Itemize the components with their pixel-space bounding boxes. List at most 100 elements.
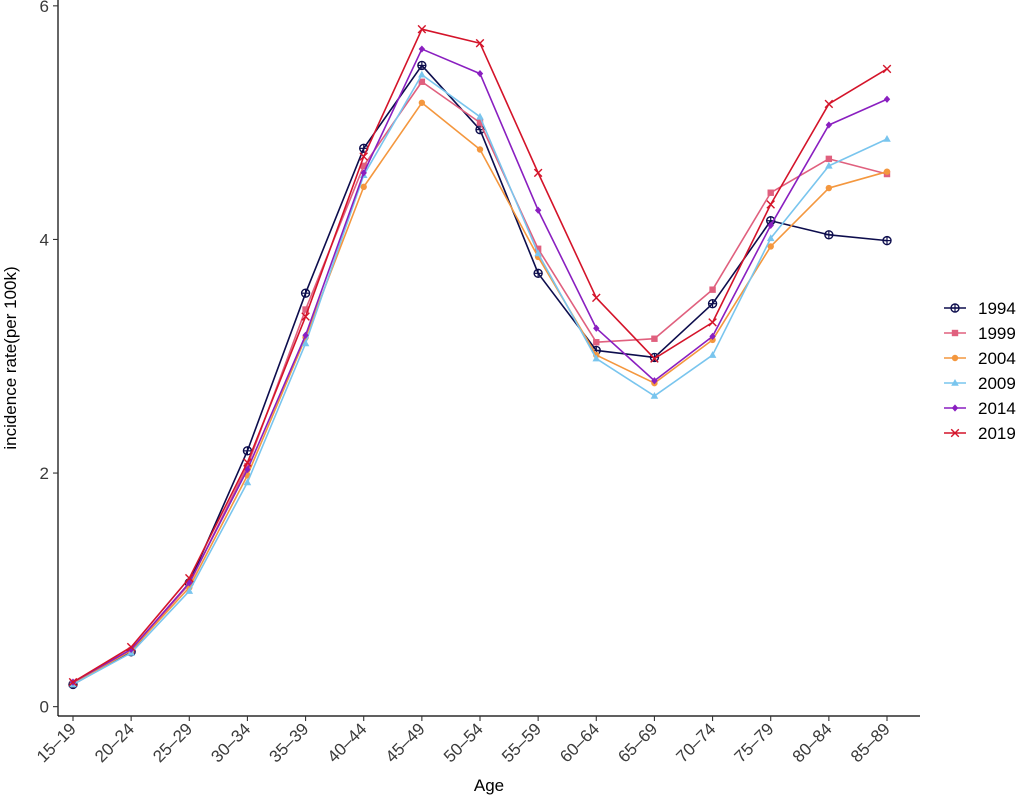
y-tick-label: 4 [40, 230, 49, 249]
data-point [417, 24, 427, 34]
data-point [476, 112, 484, 120]
x-tick-label: 60–64 [556, 719, 603, 766]
x-tick-label: 35–39 [266, 719, 313, 766]
series-2019 [68, 24, 892, 687]
data-point [883, 95, 891, 103]
data-point [593, 324, 600, 332]
data-point [418, 78, 426, 85]
legend-marker [950, 428, 960, 438]
series-line-2004 [72, 101, 888, 684]
data-point [883, 134, 891, 142]
data-point [185, 587, 194, 594]
x-axis-title: Age [474, 776, 504, 795]
data-point [476, 119, 484, 126]
data-point [127, 645, 135, 654]
y-axis-title: incidence rate(per 100k) [1, 266, 20, 449]
data-point [882, 235, 892, 246]
data-point [883, 168, 891, 175]
data-point [186, 579, 193, 587]
x-tick-label: 40–44 [324, 719, 371, 766]
data-point [709, 332, 716, 340]
data-point [533, 168, 543, 178]
data-point [651, 377, 658, 385]
data-point [707, 298, 718, 309]
data-point [650, 354, 659, 363]
data-point [651, 335, 658, 342]
data-point [767, 189, 774, 196]
data-point [418, 99, 426, 106]
data-point [533, 268, 543, 279]
data-point [534, 249, 542, 257]
x-tick-label: 70–74 [673, 719, 720, 766]
legend-label: 2019 [978, 424, 1016, 443]
data-point [824, 99, 834, 109]
data-point [301, 339, 310, 347]
legend-label: 2004 [978, 349, 1016, 368]
legend-label: 1994 [978, 299, 1016, 318]
series-line-1994 [72, 64, 888, 686]
data-point [476, 146, 484, 153]
x-tick-label: 45–49 [382, 719, 429, 766]
data-point [126, 642, 136, 652]
data-point [766, 234, 775, 242]
x-tick-label: 20–24 [91, 719, 138, 766]
x-tick-label: 85–89 [847, 719, 894, 766]
data-point [360, 183, 367, 191]
x-tick-label: 55–59 [498, 719, 545, 766]
data-point [418, 45, 426, 53]
legend-item-2019: 2019 [944, 424, 1016, 443]
x-tick-label: 15–19 [33, 719, 80, 766]
data-point [709, 286, 716, 293]
data-point [244, 465, 251, 474]
y-tick-label: 0 [40, 698, 49, 717]
data-point [360, 169, 367, 177]
series-1994 [68, 60, 892, 690]
x-tick-label: 65–69 [614, 719, 661, 766]
series-line-2014 [72, 48, 888, 683]
data-point [882, 64, 892, 74]
x-tick-label: 30–34 [207, 719, 254, 766]
data-point [825, 161, 833, 169]
data-point [650, 391, 659, 399]
data-point [825, 184, 833, 192]
data-point [360, 162, 367, 170]
legend-marker [951, 404, 959, 412]
legend-marker [951, 354, 959, 362]
series-1999 [69, 78, 891, 687]
data-point [476, 69, 484, 78]
data-point [243, 458, 252, 467]
data-point [592, 354, 601, 362]
data-point [302, 306, 309, 313]
legend-marker [951, 379, 959, 386]
data-point [534, 206, 542, 214]
data-point [534, 245, 542, 252]
legend: 1994 1999 2004 2009 2014 2019 [944, 299, 1016, 443]
legend-label: 2014 [978, 399, 1016, 418]
legend-marker [950, 303, 960, 313]
data-point [475, 38, 485, 48]
data-point [302, 331, 309, 339]
data-point [301, 312, 310, 321]
data-point [767, 221, 774, 230]
series-line-1999 [72, 80, 888, 684]
x-tick-label: 80–84 [789, 719, 836, 766]
data-point [417, 60, 427, 71]
legend-item-2009: 2009 [944, 374, 1016, 393]
legend-marker [951, 329, 959, 337]
data-point [767, 243, 774, 250]
series-2004 [69, 99, 891, 687]
data-point [418, 70, 426, 78]
legend-item-1999: 1999 [944, 324, 1016, 343]
series-2014 [69, 45, 891, 686]
data-point [708, 318, 717, 327]
data-point [184, 573, 194, 583]
data-point [591, 293, 601, 303]
x-tick-label: 25–29 [149, 719, 196, 766]
plot-area [68, 24, 892, 690]
y-tick-label: 6 [40, 0, 49, 16]
data-point [708, 351, 717, 358]
data-point [300, 288, 311, 298]
data-point [824, 230, 834, 240]
